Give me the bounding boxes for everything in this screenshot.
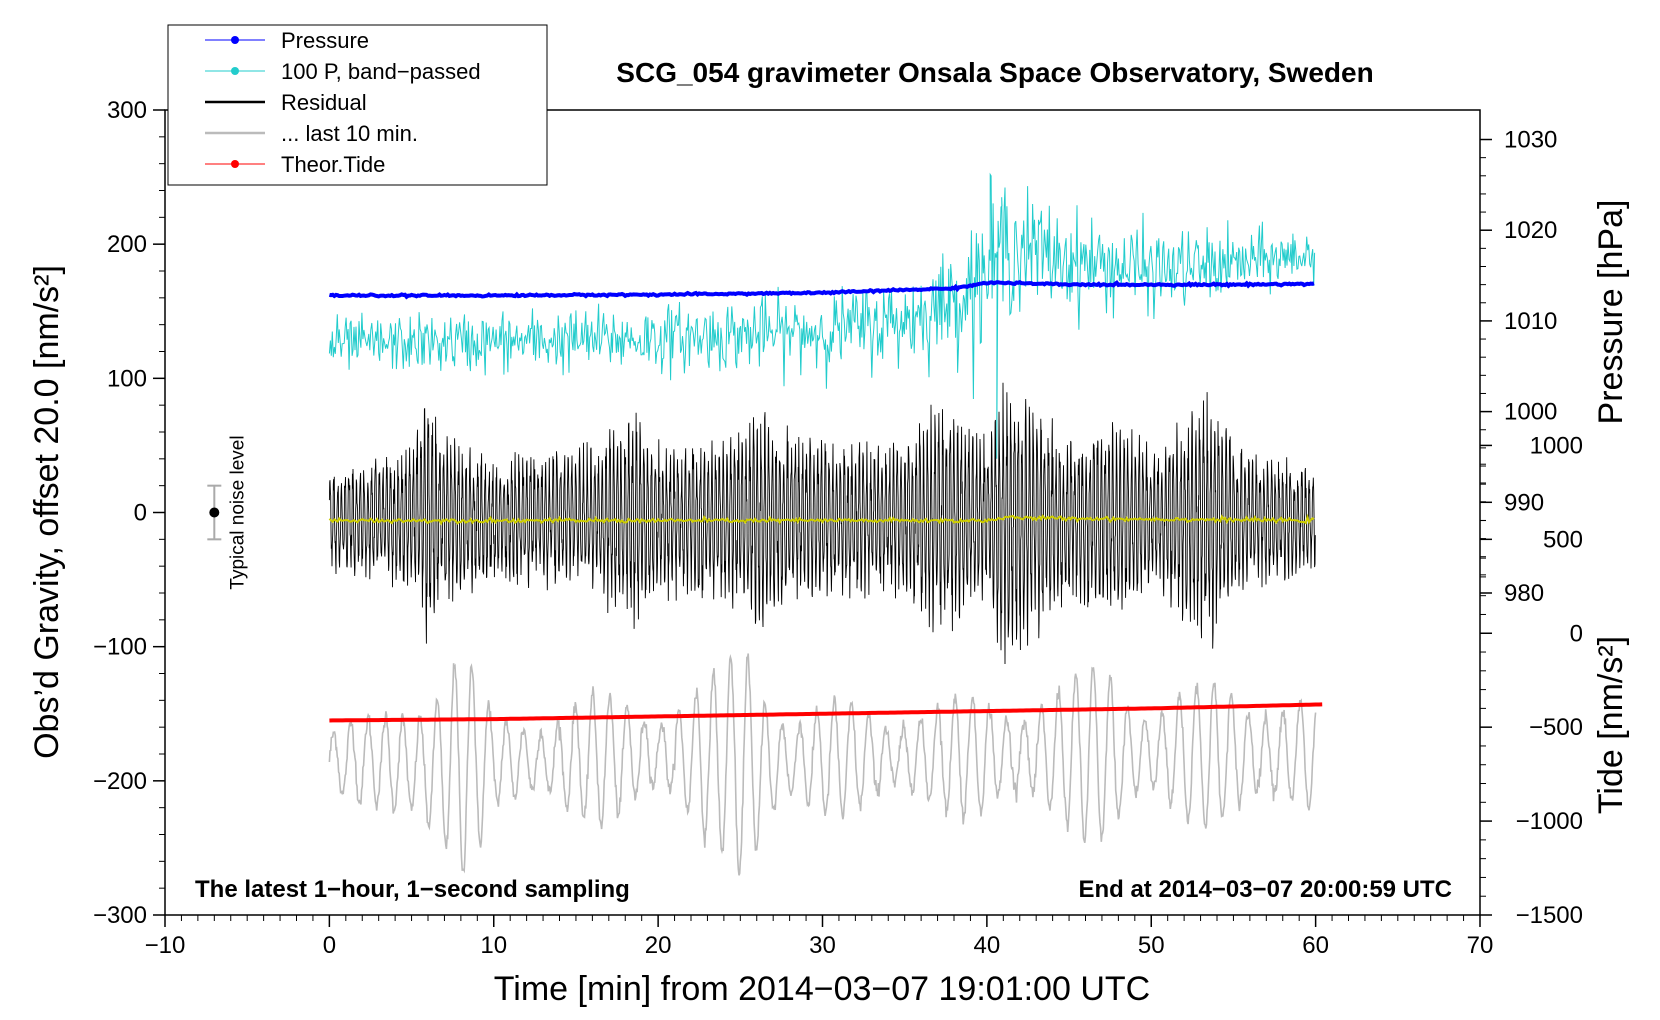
pressure-tick-label: 1010 xyxy=(1504,308,1557,335)
residual-series xyxy=(328,382,1316,665)
footer-right-annotation: End at 2014−03−07 20:00:59 UTC xyxy=(1078,876,1452,903)
x-tick-label: −10 xyxy=(145,932,186,959)
legend-label: ... last 10 min. xyxy=(281,121,418,146)
legend-marker xyxy=(231,67,239,75)
grey-last10min-series xyxy=(328,653,1317,876)
residual-smoothed-series xyxy=(328,513,1315,526)
theoretical-tide-series xyxy=(329,702,1323,723)
legend-label: Pressure xyxy=(281,28,369,53)
data-layer xyxy=(328,172,1323,876)
noise-level-marker: Typical noise level xyxy=(207,435,248,590)
tide-tick-label: 1000 xyxy=(1530,432,1583,459)
tide-tick-label: 500 xyxy=(1543,526,1583,553)
legend-label: Theor.Tide xyxy=(281,152,385,177)
y-tick-label: 0 xyxy=(134,500,147,527)
tide-tick-label: −1000 xyxy=(1516,808,1583,835)
x-tick-label: 30 xyxy=(809,932,836,959)
pressure-tick-label: 1000 xyxy=(1504,399,1557,426)
tide-axis-title: Tide [nm/s²] xyxy=(1592,636,1630,814)
x-tick-label: 20 xyxy=(645,932,672,959)
y-tick-label: 200 xyxy=(107,231,147,258)
legend-label: Residual xyxy=(281,90,367,115)
legend-box xyxy=(167,24,548,186)
x-tick-label: 60 xyxy=(1302,932,1329,959)
chart-title: SCG_054 gravimeter Onsala Space Observat… xyxy=(616,57,1373,88)
pressure-tick-label: 1020 xyxy=(1504,217,1557,244)
x-axis-title: Time [min] from 2014−03−07 19:01:00 UTC xyxy=(494,970,1150,1008)
tide-tick-label: −1500 xyxy=(1516,902,1583,929)
pressure-axis-title: Pressure [hPa] xyxy=(1592,200,1630,425)
y-tick-label: 100 xyxy=(107,365,147,392)
x-tick-label: 0 xyxy=(323,932,336,959)
legend: Pressure 100 P, band−passed Residual ... la… xyxy=(167,24,548,186)
noise-dot xyxy=(209,507,220,518)
pressure-tick-label: 1030 xyxy=(1504,127,1557,154)
footer-left-annotation: The latest 1−hour, 1−second sampling xyxy=(195,876,630,903)
tide-tick-label: −500 xyxy=(1529,714,1583,741)
legend-label: 100 P, band−passed xyxy=(281,59,481,84)
y-tick-label: −200 xyxy=(93,768,147,795)
noise-level-label: Typical noise level xyxy=(227,435,248,589)
x-tick-label: 70 xyxy=(1467,932,1494,959)
tide-tick-label: 0 xyxy=(1570,620,1583,647)
x-tick-label: 50 xyxy=(1138,932,1165,959)
y-tick-label: 300 xyxy=(107,97,147,124)
x-tick-label: 10 xyxy=(480,932,507,959)
pressure-tick-label: 980 xyxy=(1504,580,1544,607)
legend-marker xyxy=(231,160,239,168)
pressure-series xyxy=(328,279,1315,300)
y-tick-label: −300 xyxy=(93,902,147,929)
legend-marker xyxy=(231,36,239,44)
pressure-tick-label: 990 xyxy=(1504,489,1544,516)
y-tick-label: −100 xyxy=(93,634,147,661)
left-axis-title: Obs’d Gravity, offset 20.0 [nm/s²] xyxy=(28,265,66,759)
x-tick-label: 40 xyxy=(974,932,1001,959)
bandpassed-pressure-series xyxy=(328,172,1316,459)
axes-layer: −10 0 10 20 30 40 50 60 703002001000−100−200−300… xyxy=(93,97,1583,959)
